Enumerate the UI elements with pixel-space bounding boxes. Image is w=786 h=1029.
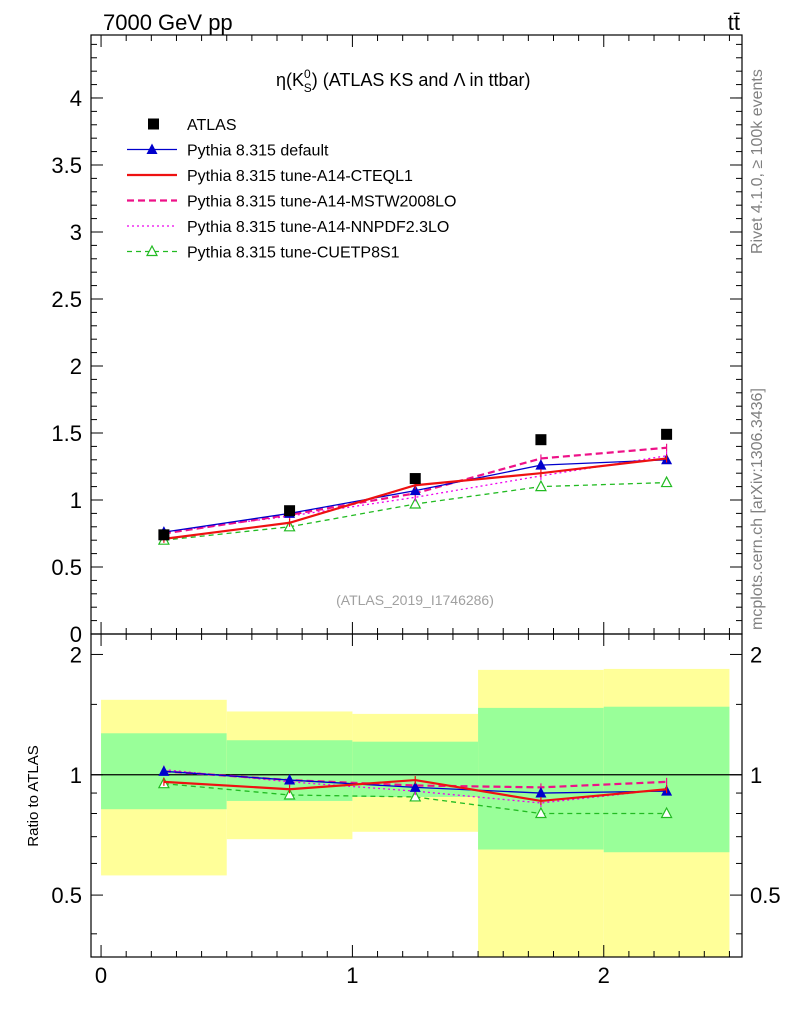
ratio-point-pythia-8-315-tune-cuetp8s1 <box>660 806 673 819</box>
series-point-atlas <box>284 505 296 517</box>
series-point-pythia-8-315-default <box>409 484 421 496</box>
ratio-line-pythia-8-315-tune-a14-nnpdf2-3lo <box>163 768 667 804</box>
legend-marker-pythia-8-315-tune-cuetp8s1 <box>146 244 158 257</box>
legend: ATLAS Pythia 8.315 default Pythia 8.315 tu… <box>127 117 456 262</box>
ratio-ytick-label: 1 <box>70 763 82 788</box>
legend-label-pythia-8-315-tune-a14-cteql1: Pythia 8.315 tune-A14-CTEQL1 <box>187 168 413 185</box>
series-point-atlas <box>535 434 547 446</box>
ratio-ytick-label-right: 2 <box>750 642 762 667</box>
ratio-point-pythia-8-315-default <box>284 774 296 785</box>
ratio-point-pythia-8-315-tune-cuetp8s1 <box>409 790 422 802</box>
legend-label-pythia-8-315-tune-a14-nnpdf2-3lo: Pythia 8.315 tune-A14-NNPDF2.3LO <box>187 219 449 236</box>
process-label: tt̄ <box>728 10 740 35</box>
mcplots-label: mcplots.cern.ch [arXiv:1306.3436] <box>749 388 766 630</box>
main-ytick-label: 0.5 <box>51 555 82 580</box>
xtick-label: 2 <box>598 963 610 988</box>
ratio-ytick-label: 0.5 <box>51 883 82 908</box>
ratio-panel: 0.5 0.5 1 1 2 2 0 1 2 Ratio to ATLAS <box>25 633 781 988</box>
main-ytick-label: 4 <box>70 86 82 111</box>
ratio-point-pythia-8-315-default <box>535 787 547 798</box>
series-point-pythia-8-315-tune-cuetp8s1 <box>534 479 547 492</box>
ratio-ylabel: Ratio to ATLAS <box>25 745 42 846</box>
ratio-line-pythia-8-315-tune-cuetp8s1 <box>163 783 667 815</box>
main-series <box>157 428 673 545</box>
main-ticks: 0 0.5 1 1.5 2 2.5 3 3.5 4 <box>51 35 742 647</box>
ratio-point-pythia-8-315-tune-cuetp8s1 <box>534 806 547 819</box>
series-point-pythia-8-315-tune-cuetp8s1 <box>660 475 673 488</box>
legend-marker-atlas <box>148 118 159 130</box>
legend-label-atlas: ATLAS <box>187 117 237 134</box>
main-ytick-label: 3 <box>70 220 82 245</box>
legend-label-pythia-8-315-tune-cuetp8s1: Pythia 8.315 tune-CUETP8S1 <box>187 245 400 262</box>
ratio-frame <box>90 633 743 958</box>
series-point-atlas <box>661 428 673 440</box>
main-ytick-label: 2.5 <box>51 287 82 312</box>
main-panel: 0 0.5 1 1.5 2 2.5 3 3.5 4 η(K0 S) (ATLAS KS and Λ… <box>51 34 743 647</box>
main-ytick-label: 3.5 <box>51 153 82 178</box>
ratio-band-green <box>478 707 604 850</box>
xtick-label: 0 <box>95 963 107 988</box>
series-point-atlas <box>409 473 421 485</box>
series-point-pythia-8-315-default <box>535 459 547 470</box>
chart-title: η(K0 S) (ATLAS KS and Λ in ttbar) <box>276 67 531 95</box>
ratio-point-pythia-8-315-tune-cuetp8s1 <box>283 788 296 800</box>
beam-label: 7000 GeV pp <box>103 10 233 35</box>
analysis-label: (ATLAS_2019_I1746286) <box>336 592 494 608</box>
main-ytick-label: 1.5 <box>51 421 82 446</box>
rivet-label: Rivet 4.1.0, ≥ 100k events <box>749 69 766 254</box>
legend-marker-pythia-8-315-default <box>146 143 158 154</box>
ratio-point-pythia-8-315-default <box>158 765 170 776</box>
ratio-ytick-label-right: 0.5 <box>750 883 781 908</box>
ratio-bands <box>91 668 742 957</box>
main-ytick-label: 1 <box>70 488 82 513</box>
ratio-ticks: 0.5 0.5 1 1 2 2 0 1 2 <box>51 634 781 988</box>
xtick-label: 1 <box>346 963 358 988</box>
series-point-atlas <box>158 529 170 541</box>
ratio-point-pythia-8-315-default <box>409 781 421 792</box>
ratio-series <box>157 765 673 819</box>
main-ytick-label: 0 <box>70 622 82 647</box>
legend-label-pythia-8-315-tune-a14-mstw2008lo: Pythia 8.315 tune-A14-MSTW2008LO <box>187 194 456 211</box>
main-ytick-label: 2 <box>70 354 82 379</box>
ratio-ytick-label: 2 <box>70 642 82 667</box>
ratio-ytick-label-right: 1 <box>750 763 762 788</box>
series-point-pythia-8-315-tune-cuetp8s1 <box>409 497 422 509</box>
legend-label-pythia-8-315-default: Pythia 8.315 default <box>187 143 329 160</box>
